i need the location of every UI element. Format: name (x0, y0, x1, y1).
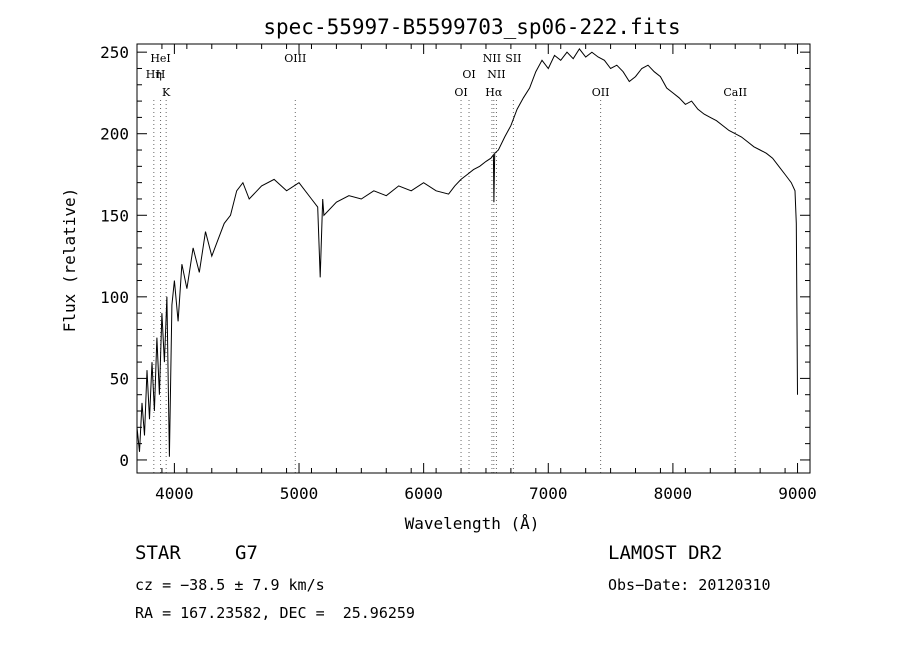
x-tick-label: 5000 (280, 484, 319, 503)
line-marker-label: OI (454, 86, 467, 99)
y-tick-label: 0 (119, 451, 129, 470)
chart-title: spec-55997-B5599703_sp06-222.fits (263, 15, 680, 39)
x-tick-label: 7000 (529, 484, 568, 503)
redshift-velocity: cz = −38.5 ± 7.9 km/s (135, 576, 325, 594)
line-marker-label: Hη (146, 68, 162, 81)
line-marker-label: NII (483, 52, 501, 65)
line-marker-label: OIII (284, 52, 306, 65)
y-tick-label: 100 (100, 288, 129, 307)
line-marker-label: Hα (485, 86, 503, 99)
x-tick-label: 6000 (404, 484, 443, 503)
x-tick-label: 4000 (155, 484, 194, 503)
y-tick-label: 200 (100, 125, 129, 144)
y-tick-label: 50 (110, 369, 129, 388)
line-marker-label: H (156, 68, 166, 81)
object-class: STAR (135, 542, 181, 564)
plot-frame (136, 43, 811, 474)
line-marker-label: CaII (723, 86, 747, 99)
x-tick-label: 8000 (654, 484, 693, 503)
line-marker-label: HeI (150, 52, 170, 65)
coordinates: RA = 167.23582, DEC = 25.96259 (135, 604, 415, 622)
object-subclass: G7 (235, 542, 258, 564)
y-tick-label: 250 (100, 43, 129, 62)
line-marker-label: K (162, 86, 171, 99)
line-marker-label: OI (462, 68, 475, 81)
y-tick-label: 150 (100, 206, 129, 225)
line-marker-label: NII (487, 68, 505, 81)
survey-name: LAMOST DR2 (608, 542, 723, 564)
axis-ticks: 4000 5000 6000 7000 8000 9000 0 50 100 150 200 250 (100, 43, 817, 503)
x-axis-label: Wavelength (Å) (405, 514, 540, 533)
y-axis-label: Flux (relative) (60, 188, 79, 333)
observation-date: Obs−Date: 20120310 (608, 576, 771, 594)
x-tick-label: 9000 (778, 484, 817, 503)
line-marker-label: OII (592, 86, 610, 99)
spectrum-series-line (136, 48, 798, 457)
line-marker-label: SII (505, 52, 521, 65)
